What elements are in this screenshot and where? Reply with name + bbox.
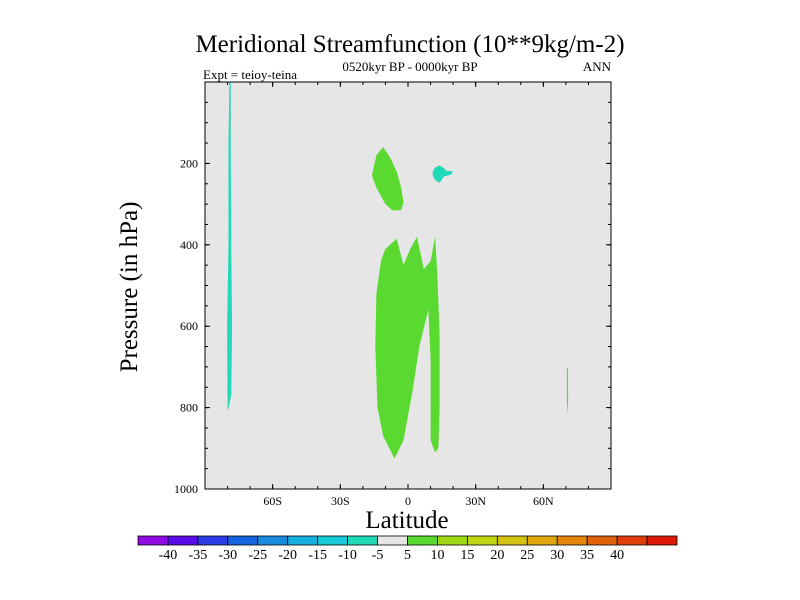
colorbar-label: 5 — [404, 548, 411, 563]
colorbar-swatch — [197, 535, 229, 546]
contour-region-positive-cell-northern-high-latitudes — [566, 366, 569, 414]
colorbar-swatch — [407, 535, 438, 546]
colorbar-label: -40 — [159, 548, 178, 563]
colorbar-swatch — [317, 535, 349, 546]
x-tick-label: 30N — [465, 494, 486, 508]
season-label: ANN — [583, 59, 612, 74]
colorbar-label: 20 — [490, 548, 504, 563]
colorbar-swatch — [257, 535, 289, 546]
colorbar-swatch — [646, 535, 678, 546]
x-tick-label: 30S — [331, 494, 350, 508]
x-axis-label: Latitude — [365, 507, 448, 534]
contour-region-positive-cell-upper-troposphere — [371, 147, 404, 211]
colorbar-label: -15 — [308, 548, 327, 563]
chart-title: Meridional Streamfunction (10**9kg/m-2) — [195, 31, 624, 58]
colorbar-label: 35 — [580, 548, 594, 563]
colorbar-swatch — [556, 535, 588, 546]
y-tick-label: 400 — [180, 238, 198, 252]
y-axis-label: Pressure (in hPa) — [116, 202, 143, 373]
colorbar-label: -20 — [278, 548, 297, 563]
colorbar-swatch — [437, 535, 468, 546]
colorbar-swatch — [466, 535, 498, 546]
colorbar: -40 -35 -30 -25 -20 -15 -10 -5 5 10 15 20 25 30 35 40 — [137, 535, 678, 563]
colorbar-label: -10 — [338, 548, 357, 563]
contour-region-negative-cell-upper-troposphere — [432, 165, 454, 183]
x-tick-label: 0 — [405, 494, 411, 508]
y-tick-label: 200 — [180, 156, 198, 170]
colorbar-label: 25 — [520, 548, 534, 563]
experiment-label: Expt = teioy-teina — [203, 67, 297, 82]
contour-region-negative-cell-southern-high-latitudes — [227, 82, 233, 412]
colorbar-label: 15 — [460, 548, 474, 563]
x-tick-label: 60N — [533, 494, 554, 508]
colorbar-label: 40 — [610, 548, 624, 563]
colorbar-swatch — [616, 535, 648, 546]
colorbar-swatch — [586, 535, 618, 546]
colorbar-label: 10 — [430, 548, 444, 563]
colorbar-label: -25 — [248, 548, 267, 563]
y-tick-label: 1000 — [174, 482, 198, 496]
colorbar-swatch — [377, 535, 408, 546]
colorbar-label: -5 — [372, 548, 384, 563]
colorbar-swatch — [526, 535, 558, 546]
chart-subtitle: 0520kyr BP - 0000kyr BP — [342, 59, 477, 74]
contour-region-positive-cell-lower-troposphere — [375, 236, 440, 459]
colorbar-label: 30 — [550, 548, 564, 563]
colorbar-swatch — [347, 535, 378, 546]
colorbar-swatch — [287, 535, 319, 546]
colorbar-label: -35 — [189, 548, 208, 563]
y-tick-label: 800 — [180, 401, 198, 415]
colorbar-swatch — [227, 535, 259, 546]
colorbar-label: -30 — [218, 548, 237, 563]
colorbar-swatch — [137, 535, 169, 546]
plot-area: 60S 30S 0 30N 60N 200 400 600 800 1000 — [174, 81, 612, 508]
x-tick-label: 60S — [263, 494, 282, 508]
y-tick-label: 600 — [180, 319, 198, 333]
colorbar-swatch — [167, 535, 199, 546]
colorbar-swatch — [496, 535, 528, 546]
